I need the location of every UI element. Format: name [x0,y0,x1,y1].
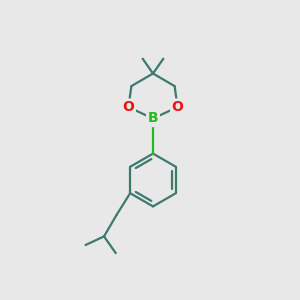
Text: O: O [172,100,184,114]
Text: O: O [122,100,134,114]
Text: B: B [148,112,158,125]
